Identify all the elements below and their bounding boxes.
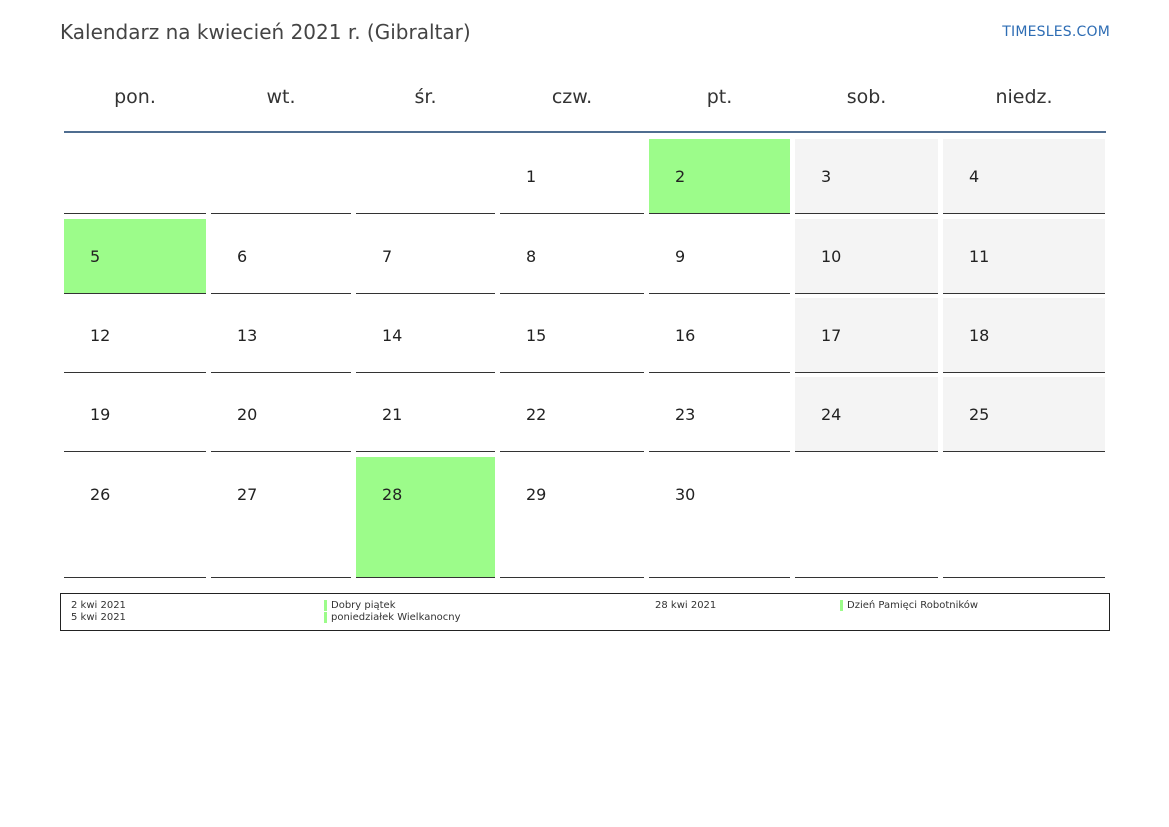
day-number: 9	[675, 247, 686, 266]
day-cell[interactable]: 30	[649, 457, 790, 578]
day-number: 23	[675, 405, 696, 424]
day-cell[interactable]: 5	[64, 219, 206, 294]
day-number: 3	[821, 167, 832, 186]
day-cell[interactable]: 27	[211, 457, 351, 578]
legend-holiday-name: Dzień Pamięci Robotników	[847, 600, 979, 611]
legend-date: 2 kwi 2021	[71, 600, 126, 611]
day-number: 30	[675, 485, 696, 504]
holiday-color-marker	[324, 600, 327, 611]
day-number: 22	[526, 405, 547, 424]
header-divider	[64, 131, 1106, 133]
day-cell[interactable]: 23	[649, 377, 790, 452]
day-cell[interactable]: 17	[795, 298, 938, 373]
day-cell[interactable]: 14	[356, 298, 495, 373]
day-cell[interactable]: 1	[500, 139, 644, 214]
day-cell[interactable]: 18	[943, 298, 1105, 373]
empty-day-cell	[795, 457, 938, 578]
day-number: 4	[969, 167, 980, 186]
holiday-color-marker	[840, 600, 843, 611]
day-number: 16	[675, 326, 696, 345]
day-number: 1	[526, 167, 537, 186]
day-cell[interactable]: 2	[649, 139, 790, 214]
day-cell[interactable]: 4	[943, 139, 1105, 214]
day-cell[interactable]: 11	[943, 219, 1105, 294]
day-cell[interactable]: 7	[356, 219, 495, 294]
day-number: 5	[90, 247, 101, 266]
day-number: 13	[237, 326, 258, 345]
day-number: 18	[969, 326, 990, 345]
empty-day-cell	[211, 139, 351, 214]
weekday-header-row: pon. wt. śr. czw. pt. sob. niedz.	[63, 86, 1106, 114]
day-number: 12	[90, 326, 111, 345]
weekday-label: pon.	[114, 86, 156, 108]
day-number: 25	[969, 405, 990, 424]
day-cell[interactable]: 29	[500, 457, 644, 578]
legend-holiday-name: Dobry piątek	[331, 600, 396, 611]
site-link[interactable]: TIMESLES.COM	[1002, 24, 1110, 40]
empty-day-cell	[943, 457, 1105, 578]
day-cell[interactable]: 20	[211, 377, 351, 452]
day-number: 20	[237, 405, 258, 424]
empty-day-cell	[64, 139, 206, 214]
day-cell[interactable]: 10	[795, 219, 938, 294]
day-cell[interactable]: 15	[500, 298, 644, 373]
day-cell[interactable]: 13	[211, 298, 351, 373]
day-number: 15	[526, 326, 547, 345]
day-number: 29	[526, 485, 547, 504]
day-number: 7	[382, 247, 393, 266]
day-number: 21	[382, 405, 403, 424]
day-cell[interactable]: 26	[64, 457, 206, 578]
day-cell[interactable]: 8	[500, 219, 644, 294]
day-number: 26	[90, 485, 111, 504]
day-cell[interactable]: 12	[64, 298, 206, 373]
day-cell[interactable]: 19	[64, 377, 206, 452]
day-cell[interactable]: 28	[356, 457, 495, 578]
day-cell[interactable]: 22	[500, 377, 644, 452]
day-cell[interactable]: 6	[211, 219, 351, 294]
day-number: 11	[969, 247, 990, 266]
weekday-label: niedz.	[995, 86, 1053, 108]
day-cell[interactable]: 3	[795, 139, 938, 214]
weekday-label: śr.	[414, 86, 437, 108]
weekday-label: sob.	[846, 86, 887, 108]
day-cell[interactable]: 24	[795, 377, 938, 452]
weekday-label: czw.	[551, 86, 593, 108]
day-cell[interactable]: 16	[649, 298, 790, 373]
day-number: 2	[675, 167, 686, 186]
day-number: 8	[526, 247, 537, 266]
day-number: 24	[821, 405, 842, 424]
legend-holiday-name: poniedziałek Wielkanocny	[331, 612, 461, 623]
day-number: 19	[90, 405, 111, 424]
day-number: 27	[237, 485, 258, 504]
day-number: 28	[382, 485, 403, 504]
day-number: 14	[382, 326, 403, 345]
legend-date: 5 kwi 2021	[71, 612, 126, 623]
day-number: 17	[821, 326, 842, 345]
empty-day-cell	[356, 139, 495, 214]
day-cell[interactable]: 9	[649, 219, 790, 294]
legend-date: 28 kwi 2021	[655, 600, 717, 611]
weekday-label: wt.	[266, 86, 296, 108]
holiday-legend: 2 kwi 2021 Dobry piątek 5 kwi 2021 poniedzi…	[60, 593, 1110, 631]
holiday-color-marker	[324, 612, 327, 623]
weekday-label: pt.	[706, 86, 733, 108]
day-number: 6	[237, 247, 248, 266]
day-cell[interactable]: 25	[943, 377, 1105, 452]
day-number: 10	[821, 247, 842, 266]
page-title: Kalendarz na kwiecień 2021 r. (Gibraltar…	[60, 20, 471, 44]
day-cell[interactable]: 21	[356, 377, 495, 452]
